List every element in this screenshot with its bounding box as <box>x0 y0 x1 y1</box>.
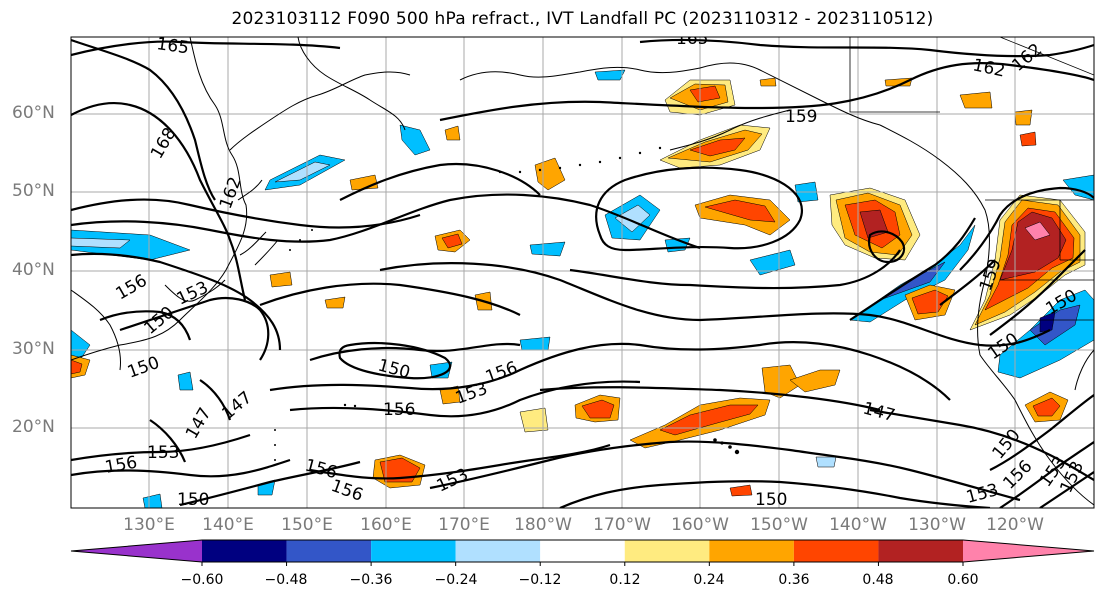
contour-label: 150 <box>989 425 1025 463</box>
lon-label-150e: 150°E <box>281 515 333 535</box>
colorbar-tick: −0.36 <box>349 572 393 588</box>
contour-label: 156 <box>113 271 151 305</box>
colorbar-bin <box>878 540 963 562</box>
lat-label-20n: 20°N <box>12 417 55 437</box>
contour-label: 168 <box>147 124 181 162</box>
colorbar <box>70 539 1095 566</box>
colorbar-tick: 0.12 <box>609 572 641 588</box>
lon-label-130w: 130°W <box>908 515 966 535</box>
contour-label: 153 <box>147 443 179 463</box>
colorbar-tick: −0.48 <box>264 572 308 588</box>
lon-label-140e: 140°E <box>202 515 254 535</box>
lon-label-160w: 160°W <box>671 515 729 535</box>
contour-label: 147 <box>182 404 216 442</box>
colorbar-bin <box>286 540 372 562</box>
colorbar-tick: 0.48 <box>862 572 894 588</box>
colorbar-bin <box>202 540 287 562</box>
contour-label: 147 <box>218 388 256 424</box>
colorbar-bin <box>963 540 1094 562</box>
colorbar-tick: 0.36 <box>778 572 810 588</box>
lon-label-170e: 170°E <box>438 515 490 535</box>
contour-label: 165 <box>155 34 190 58</box>
contour-label: 159 <box>785 107 817 127</box>
contour-label: 165 <box>676 29 708 49</box>
contour-label: 147 <box>861 399 898 427</box>
colorbar-bin <box>71 540 202 562</box>
contour-label: 156 <box>483 358 520 388</box>
lon-label-130e: 130°E <box>123 515 175 535</box>
map-panel: 165 165 168 162 162 159 162 156 153 150 … <box>71 29 1094 510</box>
lat-label-50n: 50°N <box>12 181 55 201</box>
contour-label: 162 <box>216 174 246 211</box>
colorbar-bin <box>793 540 879 562</box>
height-contours <box>71 38 1094 508</box>
contour-label: 153 <box>964 480 1001 508</box>
lat-label-60n: 60°N <box>12 103 55 123</box>
colorbar-bin <box>371 540 456 562</box>
colorbar-bin <box>540 540 625 562</box>
contour-label: 156 <box>383 400 415 420</box>
lon-label-170w: 170°W <box>593 515 651 535</box>
lat-label-30n: 30°N <box>12 339 55 359</box>
contour-label: 150 <box>125 353 162 383</box>
lon-label-140w: 140°W <box>829 515 887 535</box>
contour-label: 156 <box>103 453 138 478</box>
lon-label-120w: 120°W <box>986 515 1044 535</box>
colorbar-tick: −0.24 <box>434 572 478 588</box>
contour-label: 150 <box>140 303 178 339</box>
lon-label-180w: 180°W <box>514 515 572 535</box>
colorbar-bin <box>455 540 541 562</box>
colorbar-tick: 0.60 <box>947 572 979 588</box>
coastlines <box>71 37 1094 506</box>
contour-label: 162 <box>971 55 1007 81</box>
contour-label: 156 <box>328 476 365 506</box>
map-border <box>70 36 1095 509</box>
contour-label: 153 <box>453 379 490 409</box>
colorbar-tick: −0.12 <box>518 572 562 588</box>
positive-shading <box>71 77 1086 497</box>
colorbar-tick: 0.24 <box>693 572 725 588</box>
lat-label-40n: 40°N <box>12 260 55 280</box>
page-title: 2023103112 F090 500 hPa refract., IVT La… <box>231 9 934 29</box>
colorbar-bin <box>709 540 794 562</box>
contour-label: 162 <box>1008 40 1046 76</box>
contour-label: 150 <box>755 490 787 510</box>
contour-label: 150 <box>177 490 209 510</box>
contour-label: 150 <box>376 356 413 384</box>
colorbar-bin <box>624 540 710 562</box>
lon-label-160e: 160°E <box>360 515 412 535</box>
colorbar-tick: −0.60 <box>180 572 224 588</box>
lon-label-150w: 150°W <box>750 515 808 535</box>
